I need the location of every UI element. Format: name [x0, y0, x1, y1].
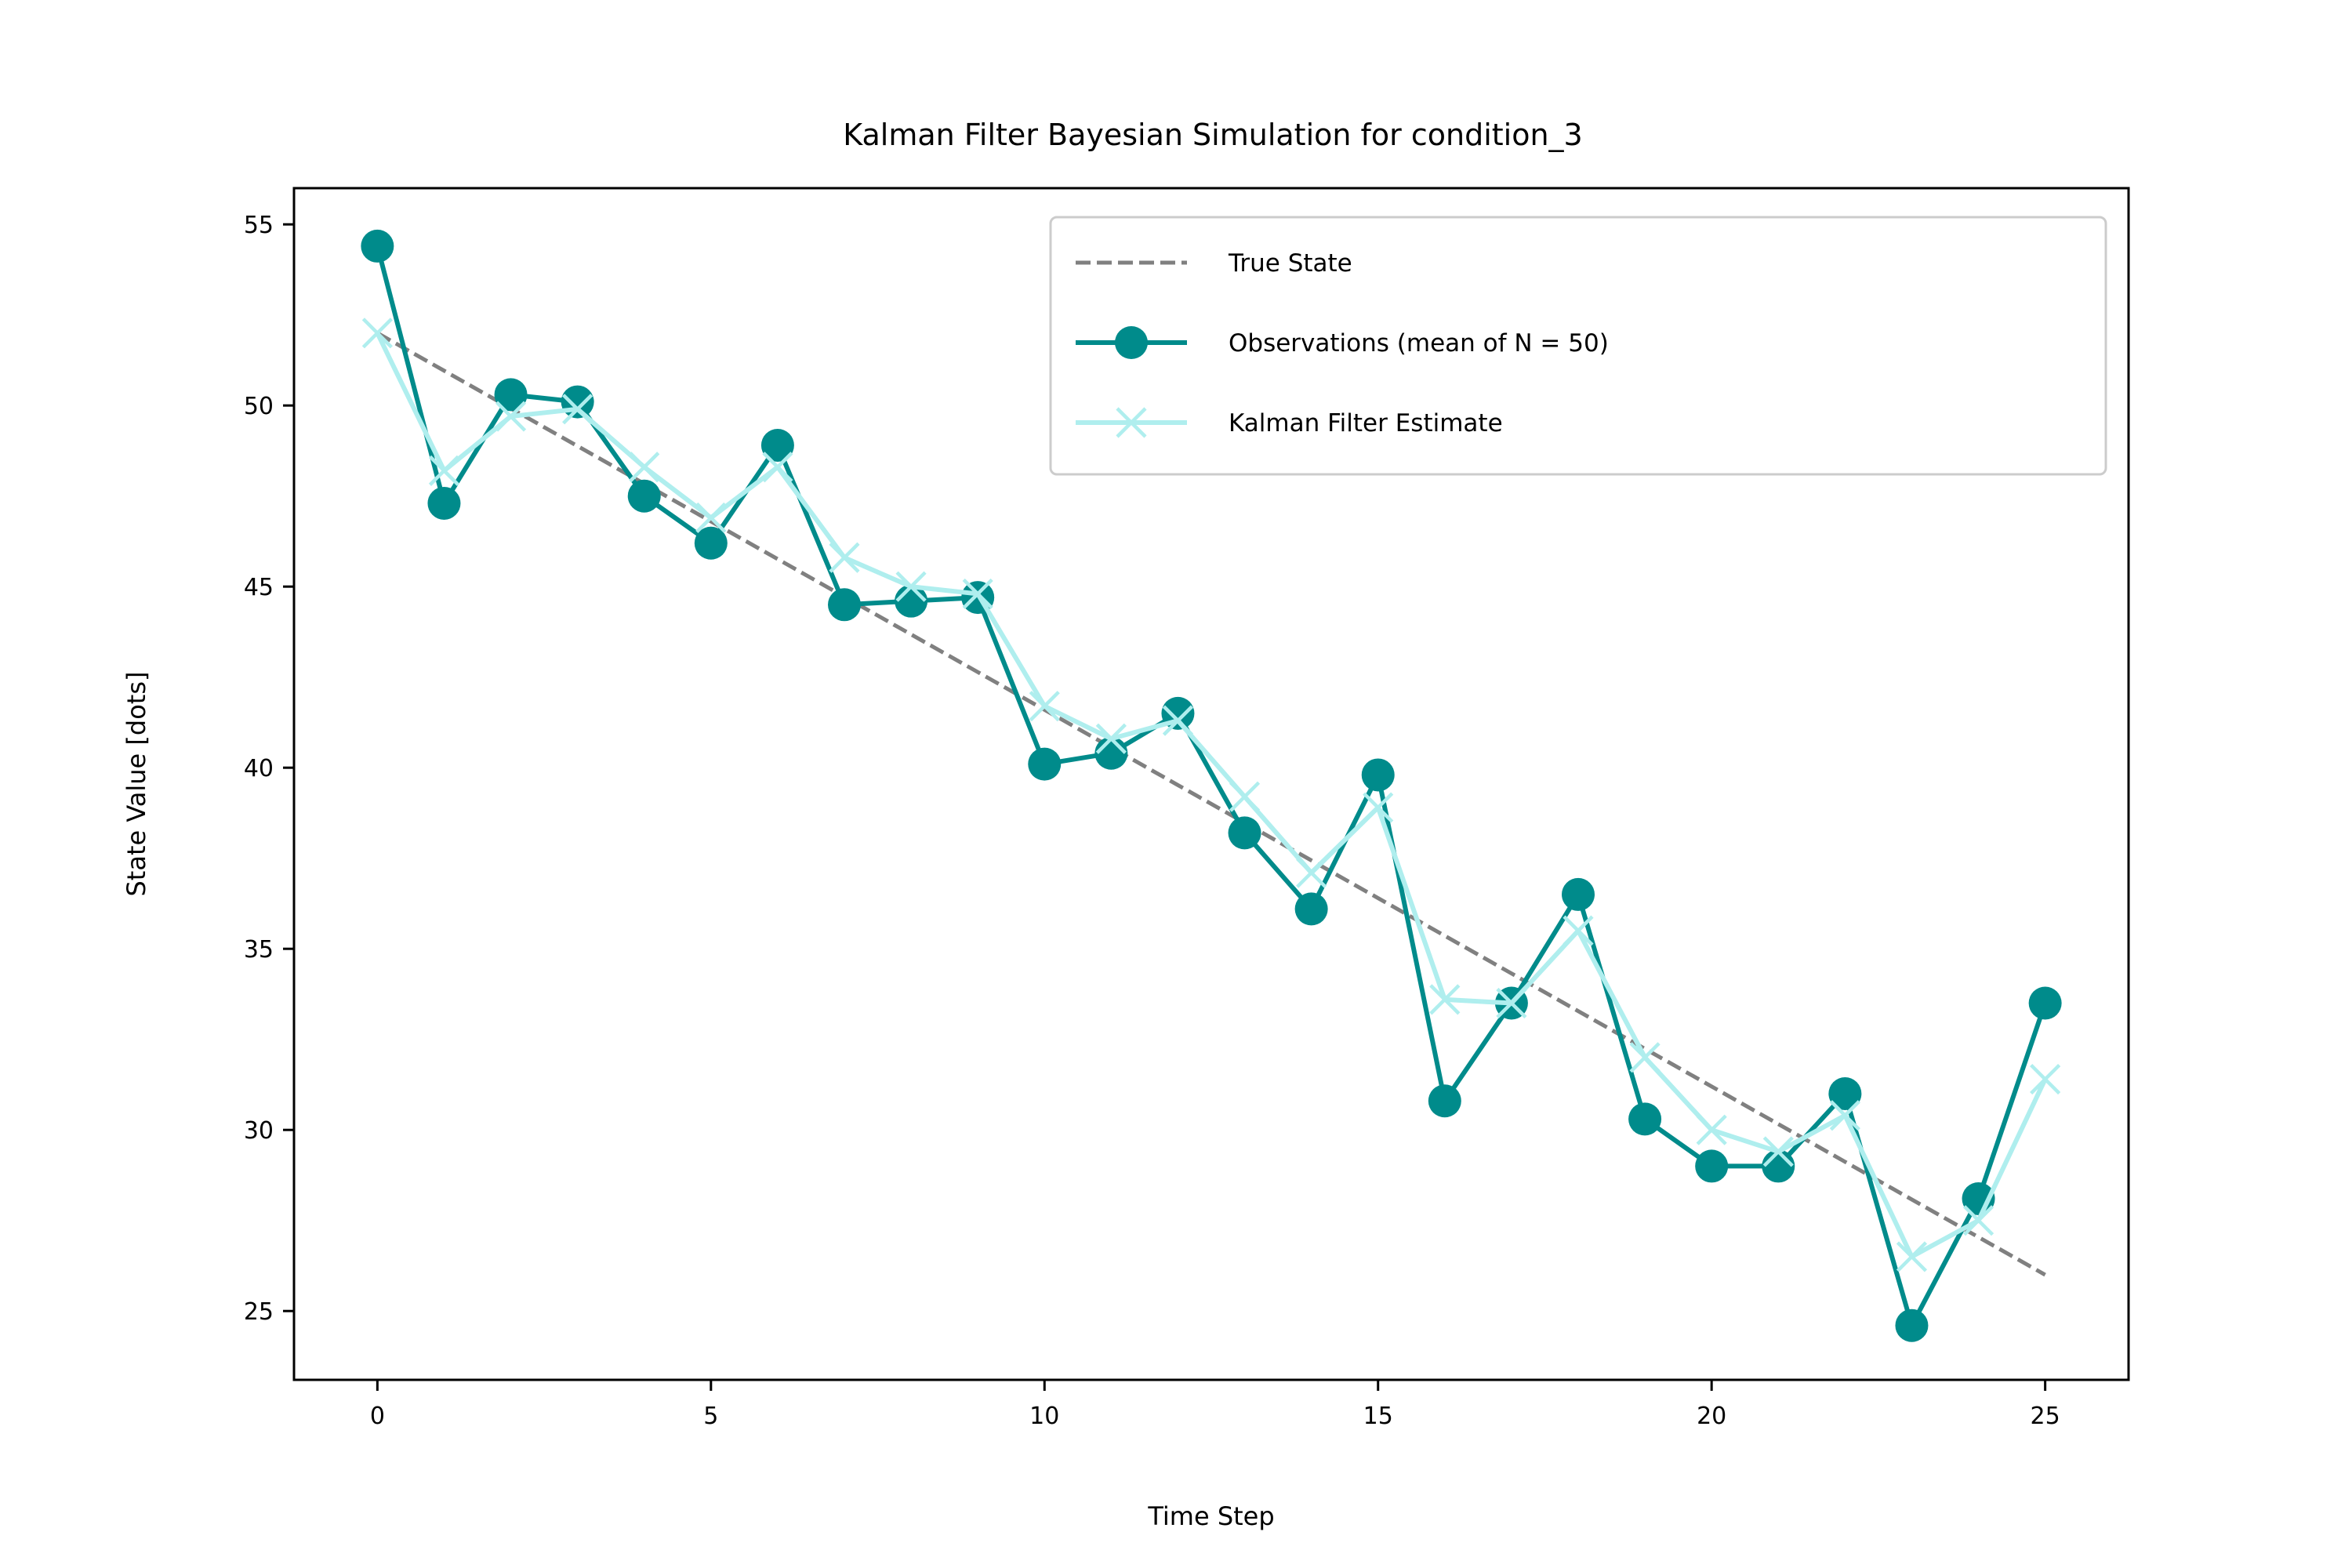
estimate-point — [1363, 792, 1394, 823]
legend-label: Observations (mean of N = 50) — [1229, 329, 1609, 358]
observation-point — [1228, 816, 1261, 850]
estimate-point — [2030, 1063, 2061, 1095]
observation-point — [1428, 1084, 1461, 1118]
estimate-point — [1563, 915, 1594, 946]
y-tick-label: 55 — [244, 212, 274, 239]
x-tick-label: 0 — [370, 1403, 385, 1430]
estimate-point — [495, 401, 527, 432]
observation-point — [1828, 1077, 1862, 1111]
observation-point — [1628, 1102, 1662, 1136]
estimate-point — [1629, 1042, 1661, 1073]
estimate-point — [1496, 987, 1527, 1019]
estimate-point — [428, 455, 460, 486]
estimate-point — [829, 542, 860, 573]
estimate-point — [1095, 723, 1127, 754]
estimate-point — [1429, 984, 1461, 1015]
x-tick-label: 25 — [2031, 1403, 2060, 1430]
estimate-point — [361, 318, 393, 349]
observation-point — [1028, 747, 1062, 781]
legend-box — [1049, 216, 2107, 476]
estimate-point — [1029, 691, 1060, 722]
y-tick-label: 45 — [244, 574, 274, 601]
estimate-point — [1296, 857, 1327, 888]
estimate-point — [695, 502, 727, 534]
plot-area — [361, 229, 2062, 1342]
x-axis-label: Time Step — [1147, 1501, 1274, 1531]
observation-point — [1294, 892, 1328, 926]
estimate-point — [562, 394, 593, 425]
legend-marker-circle — [1115, 326, 1148, 359]
estimate-point — [1162, 705, 1194, 736]
y-tick-label: 40 — [244, 755, 274, 782]
axis-ticks: 0 5 10 15 20 25 25 30 35 40 45 50 55 — [244, 212, 2060, 1430]
estimate-point — [1762, 1136, 1794, 1167]
estimate-point — [962, 578, 993, 610]
estimate-point — [1696, 1114, 1727, 1145]
x-tick-label: 10 — [1029, 1403, 1059, 1430]
observation-point — [694, 526, 728, 560]
observation-point — [1361, 758, 1395, 792]
y-axis-label: State Value [dots] — [122, 672, 151, 897]
observation-point — [760, 429, 794, 463]
chart-title: Kalman Filter Bayesian Simulation for co… — [843, 118, 1582, 152]
x-tick-label: 20 — [1697, 1403, 1726, 1430]
plot-frame — [292, 187, 2130, 1381]
observation-point — [828, 588, 861, 622]
observation-point — [427, 486, 461, 520]
observation-point — [2028, 986, 2062, 1020]
observation-point — [627, 479, 661, 513]
estimate-point — [895, 571, 927, 602]
observation-point — [494, 378, 528, 412]
estimate-point — [1229, 781, 1261, 812]
estimate-point — [1896, 1241, 1928, 1272]
observation-point — [361, 229, 394, 263]
estimate-point — [1962, 1205, 1994, 1236]
estimate-point — [762, 452, 793, 483]
observation-point — [1762, 1149, 1795, 1183]
x-tick-label: 15 — [1363, 1403, 1393, 1430]
series-line-kalman-filter-estimate — [375, 332, 2048, 1259]
y-tick-label: 35 — [244, 936, 274, 964]
observation-point — [1562, 877, 1595, 911]
observation-point — [1895, 1308, 1929, 1342]
y-tick-label: 50 — [244, 393, 274, 420]
estimate-point — [1829, 1100, 1860, 1131]
observation-point — [1094, 736, 1128, 770]
legend: True State Observations (mean of N = 50) K… — [1049, 216, 2107, 476]
y-tick-label: 25 — [244, 1298, 274, 1326]
legend-marker-x — [1116, 407, 1147, 438]
observation-point — [561, 385, 594, 419]
x-tick-label: 5 — [703, 1403, 718, 1430]
estimate-point — [629, 452, 660, 483]
observation-point — [1695, 1149, 1729, 1183]
legend-label: True State — [1228, 249, 1352, 278]
y-tick-label: 30 — [244, 1117, 274, 1145]
legend-label: Kalman Filter Estimate — [1229, 409, 1503, 437]
